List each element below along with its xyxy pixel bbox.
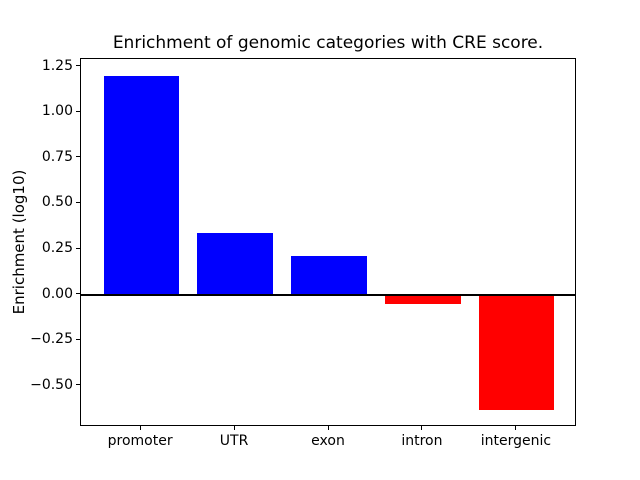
x-tick-mark — [139, 426, 141, 430]
y-tick-label: 0.75 — [41, 148, 73, 165]
plot-area — [80, 58, 576, 426]
y-tick-mark — [76, 65, 80, 67]
y-tick-label: 0.50 — [41, 194, 73, 211]
y-tick-label: 0.25 — [41, 240, 73, 257]
x-tick-label-UTR: UTR — [219, 433, 249, 449]
bar-intron — [385, 294, 461, 304]
y-tick-label: 0.00 — [41, 285, 73, 302]
x-tick-label-promoter: promoter — [107, 433, 173, 449]
bar-UTR — [197, 232, 273, 295]
y-tick-mark — [76, 156, 80, 158]
x-tick-mark — [233, 426, 235, 430]
y-tick-mark — [76, 247, 80, 249]
y-tick-label: 1.00 — [41, 103, 73, 120]
bar-exon — [291, 256, 367, 295]
y-tick-mark — [76, 293, 80, 295]
y-tick-mark — [76, 384, 80, 386]
y-tick-mark — [76, 201, 80, 203]
x-tick-mark — [515, 426, 517, 430]
zero-line — [81, 293, 575, 296]
chart-title: Enrichment of genomic categories with CR… — [112, 33, 544, 53]
y-tick-label: −0.50 — [30, 376, 73, 393]
y-axis-label: Enrichment (log10) — [10, 169, 28, 315]
bar-intergenic — [479, 294, 555, 410]
x-tick-label-intergenic: intergenic — [480, 433, 552, 449]
y-tick-mark — [76, 110, 80, 112]
x-tick-label-exon: exon — [311, 433, 345, 449]
y-tick-mark — [76, 338, 80, 340]
x-tick-label-intron: intron — [401, 433, 443, 449]
x-tick-mark — [421, 426, 423, 430]
y-tick-label: 1.25 — [41, 57, 73, 74]
x-tick-mark — [327, 426, 329, 430]
bar-promoter — [103, 75, 179, 295]
y-tick-label: −0.25 — [30, 331, 73, 348]
